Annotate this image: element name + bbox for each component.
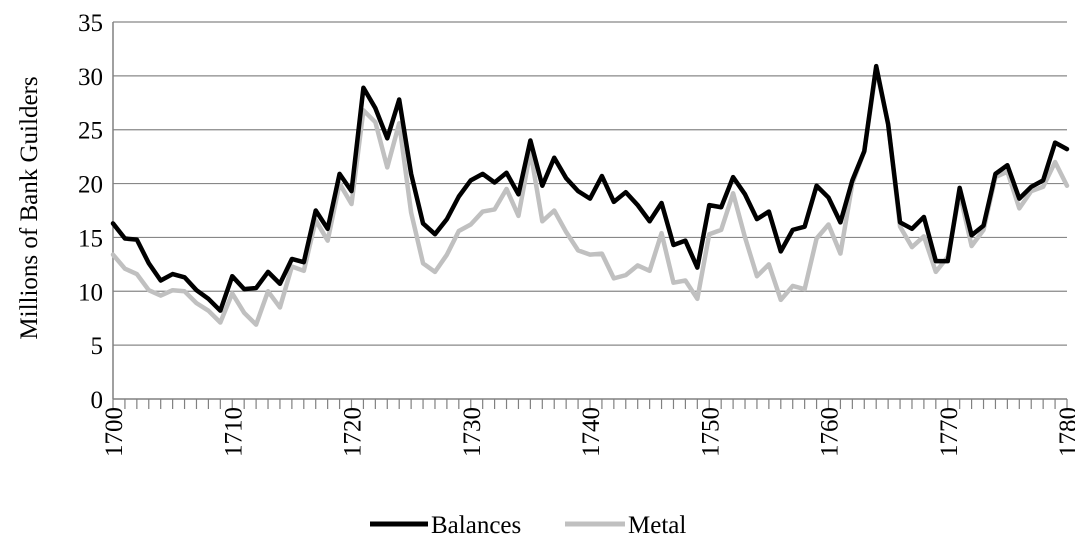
legend-label-balances: Balances [431, 512, 521, 539]
y-tick-label: 20 [78, 172, 103, 199]
x-tick-label: 1750 [697, 407, 724, 457]
x-tick-label: 1720 [340, 407, 367, 457]
y-tick-label: 5 [91, 333, 104, 360]
series-line-metal [110, 67, 1070, 327]
y-tick-label: 15 [78, 225, 103, 252]
y-tick-label: 0 [91, 387, 104, 414]
x-tick-label: 1780 [1055, 407, 1075, 457]
y-tick-label: 35 [78, 10, 103, 37]
legend: Balances Metal [370, 512, 686, 539]
y-tick-label: 25 [78, 118, 103, 145]
y-axis-title: Millions of Bank Guilders [16, 76, 43, 339]
y-tick-label: 30 [78, 64, 103, 91]
x-tick-label: 1710 [220, 407, 247, 457]
y-tick-label: 10 [78, 279, 103, 306]
x-tick-label: 1700 [101, 407, 128, 457]
grid-lines [113, 21, 1067, 346]
x-tick-label: 1740 [578, 407, 605, 457]
axes: 0 5 10 15 20 25 30 35 1700 1710 1720 1730 1740 1750 17… [78, 10, 1075, 457]
legend-label-metal: Metal [628, 512, 686, 539]
series-line-balances [110, 63, 1070, 313]
x-tick-label: 1730 [459, 407, 486, 457]
series-lines [110, 63, 1070, 327]
x-tick-label: 1760 [817, 407, 844, 457]
x-tick-label: 1770 [936, 407, 963, 457]
